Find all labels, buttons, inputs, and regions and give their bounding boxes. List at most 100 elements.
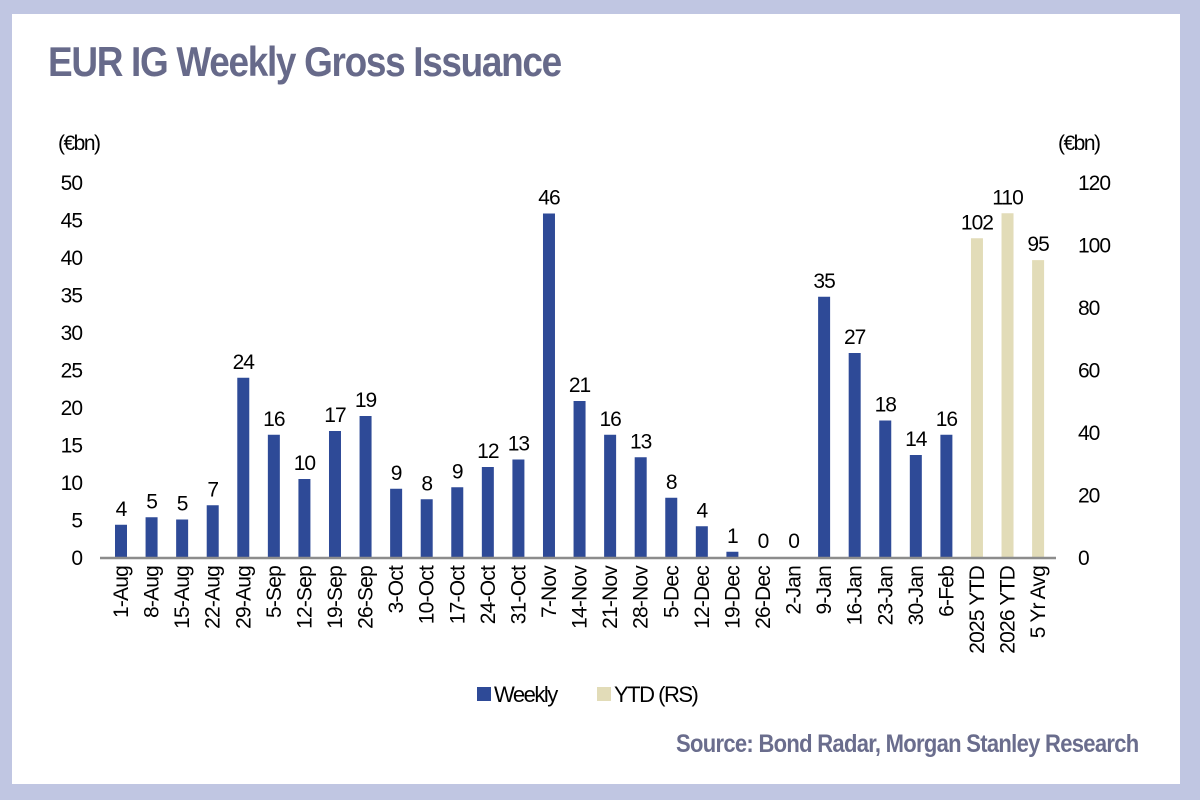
bar-value-label: 8	[666, 471, 677, 494]
bar-value-label: 95	[1027, 233, 1049, 256]
bar-value-label: 14	[905, 428, 928, 451]
legend-swatch-ytd	[597, 687, 611, 701]
bar-weekly	[298, 479, 311, 557]
category-label: 5-Dec	[660, 566, 683, 618]
category-label: 12-Dec	[691, 566, 714, 629]
legend-label-weekly: Weekly	[494, 682, 558, 707]
category-label: 23-Jan	[874, 566, 897, 626]
source-note: Source: Bond Radar, Morgan Stanley Resea…	[675, 730, 1139, 758]
category-label: 5-Sep	[263, 566, 286, 618]
bar-value-label: 0	[758, 530, 769, 553]
category-label: 16-Jan	[844, 566, 867, 626]
bar-value-label: 18	[875, 394, 897, 417]
bar-value-label: 35	[813, 270, 835, 293]
category-label: 31-Oct	[507, 565, 530, 624]
bar-weekly	[726, 551, 739, 557]
bar-weekly	[665, 497, 678, 557]
category-label: 2-Jan	[783, 566, 806, 615]
category-label: 22-Aug	[202, 566, 225, 629]
left-axis-unit: (€bn)	[58, 132, 100, 155]
bar-value-label: 17	[324, 404, 346, 427]
bar-value-label: 46	[538, 187, 560, 210]
right-axis-unit: (€bn)	[1058, 132, 1100, 155]
bar-weekly	[512, 459, 525, 557]
category-label: 8-Aug	[141, 566, 164, 618]
bar-weekly	[695, 526, 708, 557]
category-label: 12-Sep	[293, 566, 316, 629]
bar-weekly	[940, 434, 953, 557]
category-label: 17-Oct	[446, 565, 469, 624]
right-axis-tick: 20	[1078, 485, 1100, 508]
bar-value-label: 16	[936, 408, 958, 431]
category-label: 30-Jan	[905, 566, 928, 626]
bar-value-label: 8	[421, 472, 432, 495]
category-label: 5 Yr Avg	[1027, 566, 1050, 638]
bar-ytd	[1001, 213, 1014, 557]
category-label: 7-Nov	[538, 565, 561, 618]
bar-weekly	[909, 455, 922, 557]
legend: Weekly YTD (RS)	[477, 682, 699, 707]
right-axis-tick: 80	[1078, 297, 1100, 320]
bar-weekly	[267, 434, 280, 557]
bar-weekly	[542, 213, 555, 557]
category-label: 10-Oct	[416, 565, 439, 624]
left-axis-tick: 15	[61, 435, 83, 458]
bar-weekly	[604, 434, 617, 557]
bar-weekly	[818, 296, 831, 557]
right-axis-tick: 40	[1078, 422, 1100, 445]
category-label: 3-Oct	[385, 565, 408, 613]
left-axis-tick: 25	[61, 360, 83, 383]
left-axis-tick: 0	[71, 547, 82, 570]
category-label: 2025 YTD	[966, 565, 989, 653]
right-axis-tick: 0	[1078, 547, 1089, 570]
bar-value-label: 13	[508, 433, 530, 456]
bar-value-label: 27	[844, 326, 866, 349]
bar-weekly	[634, 457, 647, 557]
bar-weekly	[420, 499, 433, 557]
bar-value-label: 13	[630, 430, 652, 453]
bar-value-label: 9	[391, 462, 402, 485]
bar-weekly	[879, 420, 892, 557]
bar-value-label: 1	[727, 525, 738, 548]
bar-weekly	[451, 487, 464, 557]
legend-swatch-weekly	[477, 687, 491, 701]
left-axis-tick: 10	[61, 472, 83, 495]
bar-value-label: 16	[263, 408, 285, 431]
category-label: 24-Oct	[477, 565, 500, 624]
bar-value-label: 110	[992, 186, 1023, 209]
category-label: 29-Aug	[232, 566, 255, 629]
bar-weekly	[237, 377, 250, 557]
legend-label-ytd: YTD (RS)	[614, 682, 698, 707]
bar-value-label: 102	[961, 211, 993, 234]
bar-value-label: 21	[569, 374, 591, 397]
bar-value-label: 12	[477, 440, 499, 463]
bar-weekly	[145, 517, 158, 557]
category-label: 26-Sep	[355, 566, 378, 629]
bar-weekly	[359, 416, 372, 557]
right-axis-tick: 120	[1078, 172, 1110, 195]
category-label: 14-Nov	[569, 565, 592, 629]
category-label: 19-Sep	[324, 566, 347, 629]
chart-title: EUR IG Weekly Gross Issuance	[48, 38, 562, 85]
left-axis-tick: 40	[61, 247, 83, 270]
bar-value-label: 9	[452, 460, 463, 483]
bar-weekly	[573, 401, 586, 557]
left-axis-tick: 35	[61, 285, 83, 308]
bar-value-label: 19	[355, 389, 377, 412]
bar-weekly	[176, 519, 189, 557]
left-axis-tick: 20	[61, 397, 83, 420]
category-label: 28-Nov	[630, 565, 653, 629]
left-axis-tick: 30	[61, 322, 83, 345]
bar-ytd	[970, 238, 983, 557]
category-label: 21-Nov	[599, 565, 622, 629]
bar-weekly	[328, 431, 341, 557]
right-axis-tick: 60	[1078, 360, 1100, 383]
category-label: 6-Feb	[935, 566, 958, 617]
left-axis-tick: 50	[61, 172, 83, 195]
bar-weekly	[390, 488, 403, 557]
left-axis-tick: 5	[71, 510, 82, 533]
bar-weekly	[481, 467, 494, 557]
category-label: 26-Dec	[752, 566, 775, 629]
bar-value-label: 4	[696, 499, 708, 522]
